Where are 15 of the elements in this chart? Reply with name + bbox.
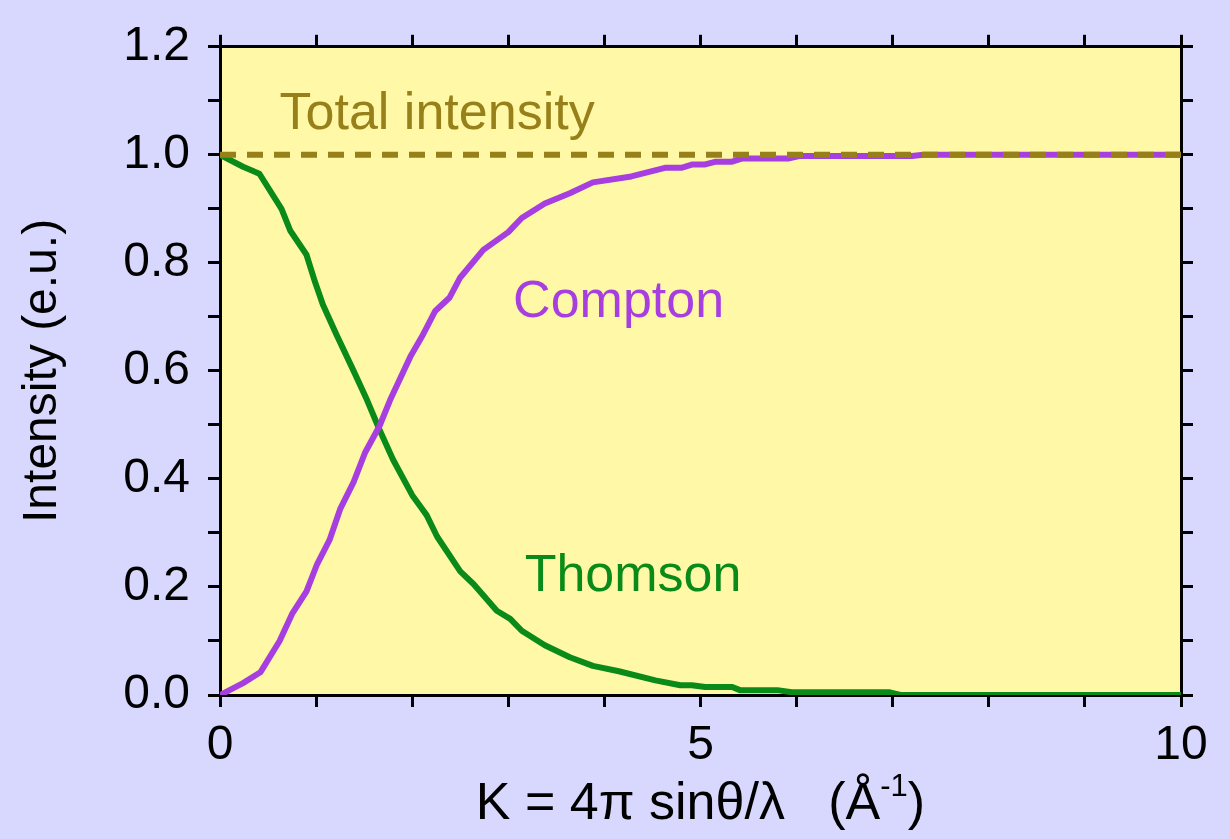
- y-tick-label: 0.4: [123, 449, 190, 503]
- x-axis-title: K = 4π sinθ/λ (Å$^{-1}$): [475, 767, 926, 830]
- series-label: Thomson: [524, 543, 742, 602]
- x-tick-label: 10: [1154, 716, 1208, 770]
- x-tick-label: 0: [206, 716, 234, 770]
- y-axis-title: Intensity (e.u.): [13, 218, 67, 523]
- y-tick-label: 0.2: [123, 557, 190, 611]
- y-tick-label: 0.6: [123, 341, 190, 395]
- series-label: Total intensity: [279, 81, 595, 140]
- y-tick-label: 0.0: [123, 665, 190, 719]
- y-tick-label: 1.2: [123, 17, 190, 71]
- y-tick-label: 1.0: [123, 125, 190, 179]
- y-tick-label: 0.8: [123, 233, 190, 287]
- series-label: Compton: [513, 269, 725, 328]
- x-tick-label: 5: [687, 716, 714, 770]
